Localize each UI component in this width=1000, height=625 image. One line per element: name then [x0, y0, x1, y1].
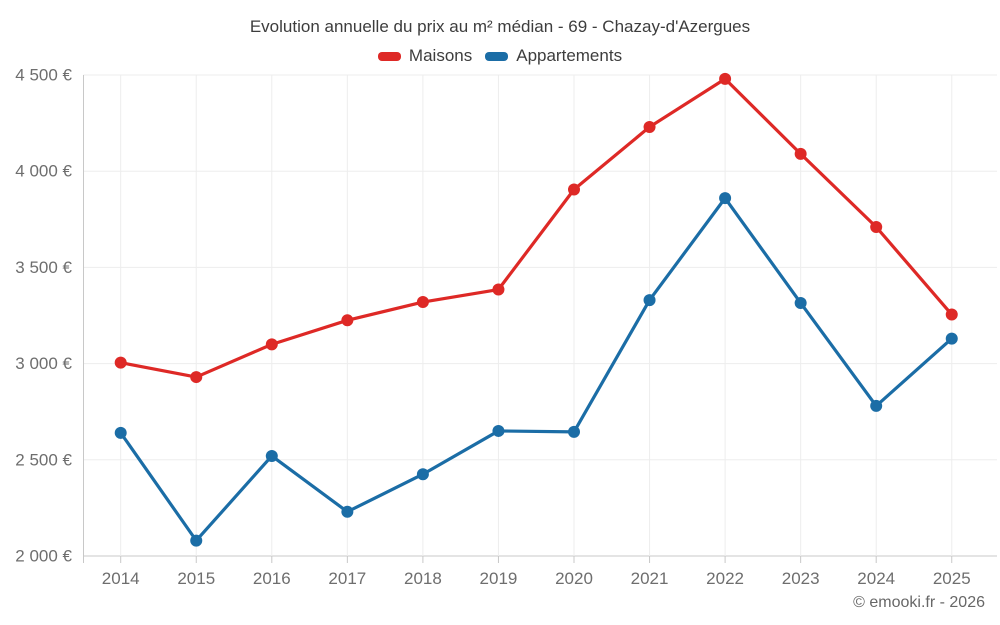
x-axis-tick-label: 2015 [177, 569, 215, 588]
x-axis-tick-label: 2023 [782, 569, 820, 588]
x-axis-tick-label: 2017 [328, 569, 366, 588]
data-point-maisons-2022[interactable] [719, 72, 732, 85]
chart-title: Evolution annuelle du prix au m² médian … [249, 17, 751, 36]
x-axis-tick-label: 2025 [933, 569, 971, 588]
data-point-appartements-2020[interactable] [568, 425, 580, 438]
x-axis-tick-label: 2014 [102, 569, 140, 588]
data-point-maisons-2021[interactable] [643, 120, 656, 133]
x-axis-tick-label: 2020 [555, 569, 593, 588]
x-axis-tick-label: 2018 [404, 569, 442, 588]
data-point-appartements-2024[interactable] [870, 399, 883, 412]
data-point-appartements-2022[interactable] [719, 192, 732, 205]
data-point-maisons-2018[interactable] [416, 296, 429, 309]
maisons-color-swatch-icon [377, 51, 401, 61]
data-point-maisons-2025[interactable] [945, 308, 958, 321]
data-point-appartements-2018[interactable] [416, 468, 429, 481]
data-point-maisons-2019[interactable] [492, 283, 505, 296]
data-point-appartements-2025[interactable] [945, 332, 958, 345]
data-point-appartements-2017[interactable] [341, 505, 354, 518]
x-axis-tick-label: 2016 [253, 569, 291, 588]
data-point-maisons-2024[interactable] [870, 220, 883, 233]
y-axis-tick-label: 4 500 € [15, 66, 72, 85]
x-axis-tick-label: 2024 [857, 569, 895, 588]
copyright: © emooki.fr - 2026 [853, 594, 985, 611]
x-axis-tick-label: 2021 [631, 569, 669, 588]
series-line-maisons [119, 77, 954, 379]
chart-legend: Maisons Appartements [0, 46, 1000, 66]
legend-item-maisons[interactable]: Maisons [377, 46, 473, 66]
y-axis-tick-label: 3 000 € [15, 354, 72, 373]
x-axis-tick-label: 2022 [706, 569, 744, 588]
data-point-maisons-2023[interactable] [794, 147, 807, 160]
data-point-appartements-2015[interactable] [190, 534, 203, 547]
y-axis-tick-label: 2 500 € [15, 450, 72, 469]
y-axis-tick-label: 2 000 € [15, 547, 72, 566]
x-axis-tick-label: 2019 [480, 569, 518, 588]
y-axis-tick-label: 3 500 € [15, 258, 72, 277]
data-point-appartements-2021[interactable] [643, 294, 656, 307]
data-point-maisons-2015[interactable] [190, 371, 203, 384]
data-point-appartements-2016[interactable] [265, 449, 278, 462]
y-axis-tick-label: 4 000 € [15, 162, 72, 181]
legend-label-appartements: Appartements [516, 46, 623, 65]
data-point-appartements-2023[interactable] [794, 296, 807, 309]
legend-label-maisons: Maisons [408, 46, 473, 65]
data-point-maisons-2016[interactable] [265, 338, 278, 351]
legend-item-appartements[interactable]: Appartements [485, 46, 622, 66]
data-point-maisons-2017[interactable] [341, 314, 354, 327]
data-point-appartements-2014[interactable] [114, 426, 127, 439]
appartements-color-swatch-icon [485, 51, 509, 61]
data-point-maisons-2014[interactable] [114, 356, 127, 369]
data-point-maisons-2020[interactable] [568, 183, 580, 196]
series-line-appartements [119, 196, 954, 543]
data-point-appartements-2019[interactable] [492, 424, 505, 437]
